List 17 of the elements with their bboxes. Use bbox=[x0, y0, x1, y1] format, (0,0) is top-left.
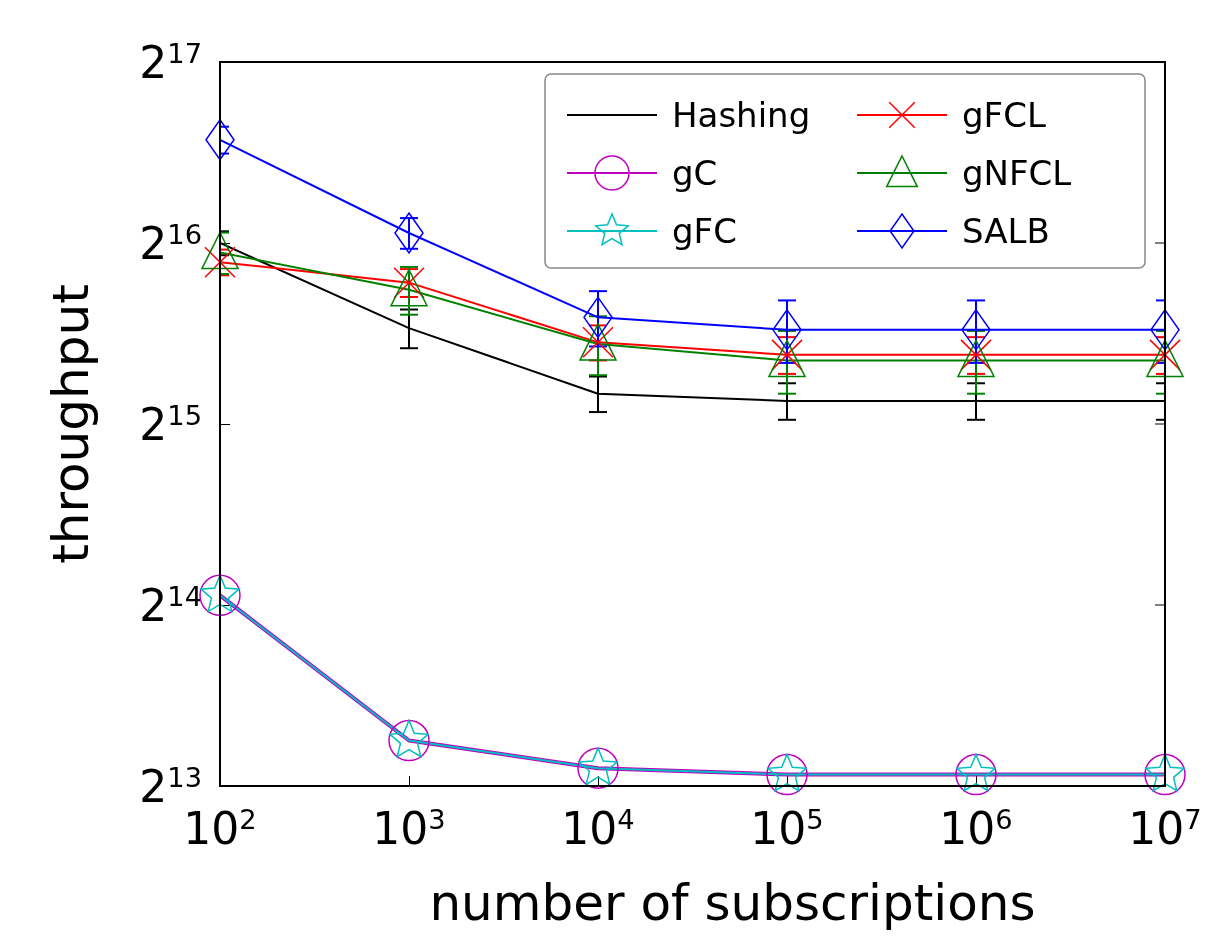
x-tick-label: 10$^{7}$ bbox=[1128, 803, 1202, 854]
x-tick-label: 10$^{3}$ bbox=[372, 803, 446, 854]
legend-label: gFC bbox=[672, 211, 737, 251]
y-axis-title: throughput bbox=[42, 284, 100, 564]
y-tick-label: 2$^{14}$ bbox=[139, 580, 202, 631]
legend-label: gC bbox=[672, 153, 718, 193]
y-tick-label: 2$^{15}$ bbox=[139, 399, 202, 450]
legend-label: SALB bbox=[962, 211, 1050, 251]
legend-label: Hashing bbox=[672, 95, 811, 135]
x-tick-label: 10$^{4}$ bbox=[561, 803, 635, 854]
y-tick-label: 2$^{17}$ bbox=[139, 37, 202, 88]
legend-label: gFCL bbox=[962, 95, 1046, 135]
x-tick-label: 10$^{5}$ bbox=[750, 803, 824, 854]
x-tick-label: 10$^{6}$ bbox=[939, 803, 1013, 854]
legend-label: gNFCL bbox=[962, 153, 1072, 193]
y-tick-label: 2$^{16}$ bbox=[139, 218, 202, 269]
x-axis-title: number of subscriptions bbox=[429, 874, 1036, 932]
